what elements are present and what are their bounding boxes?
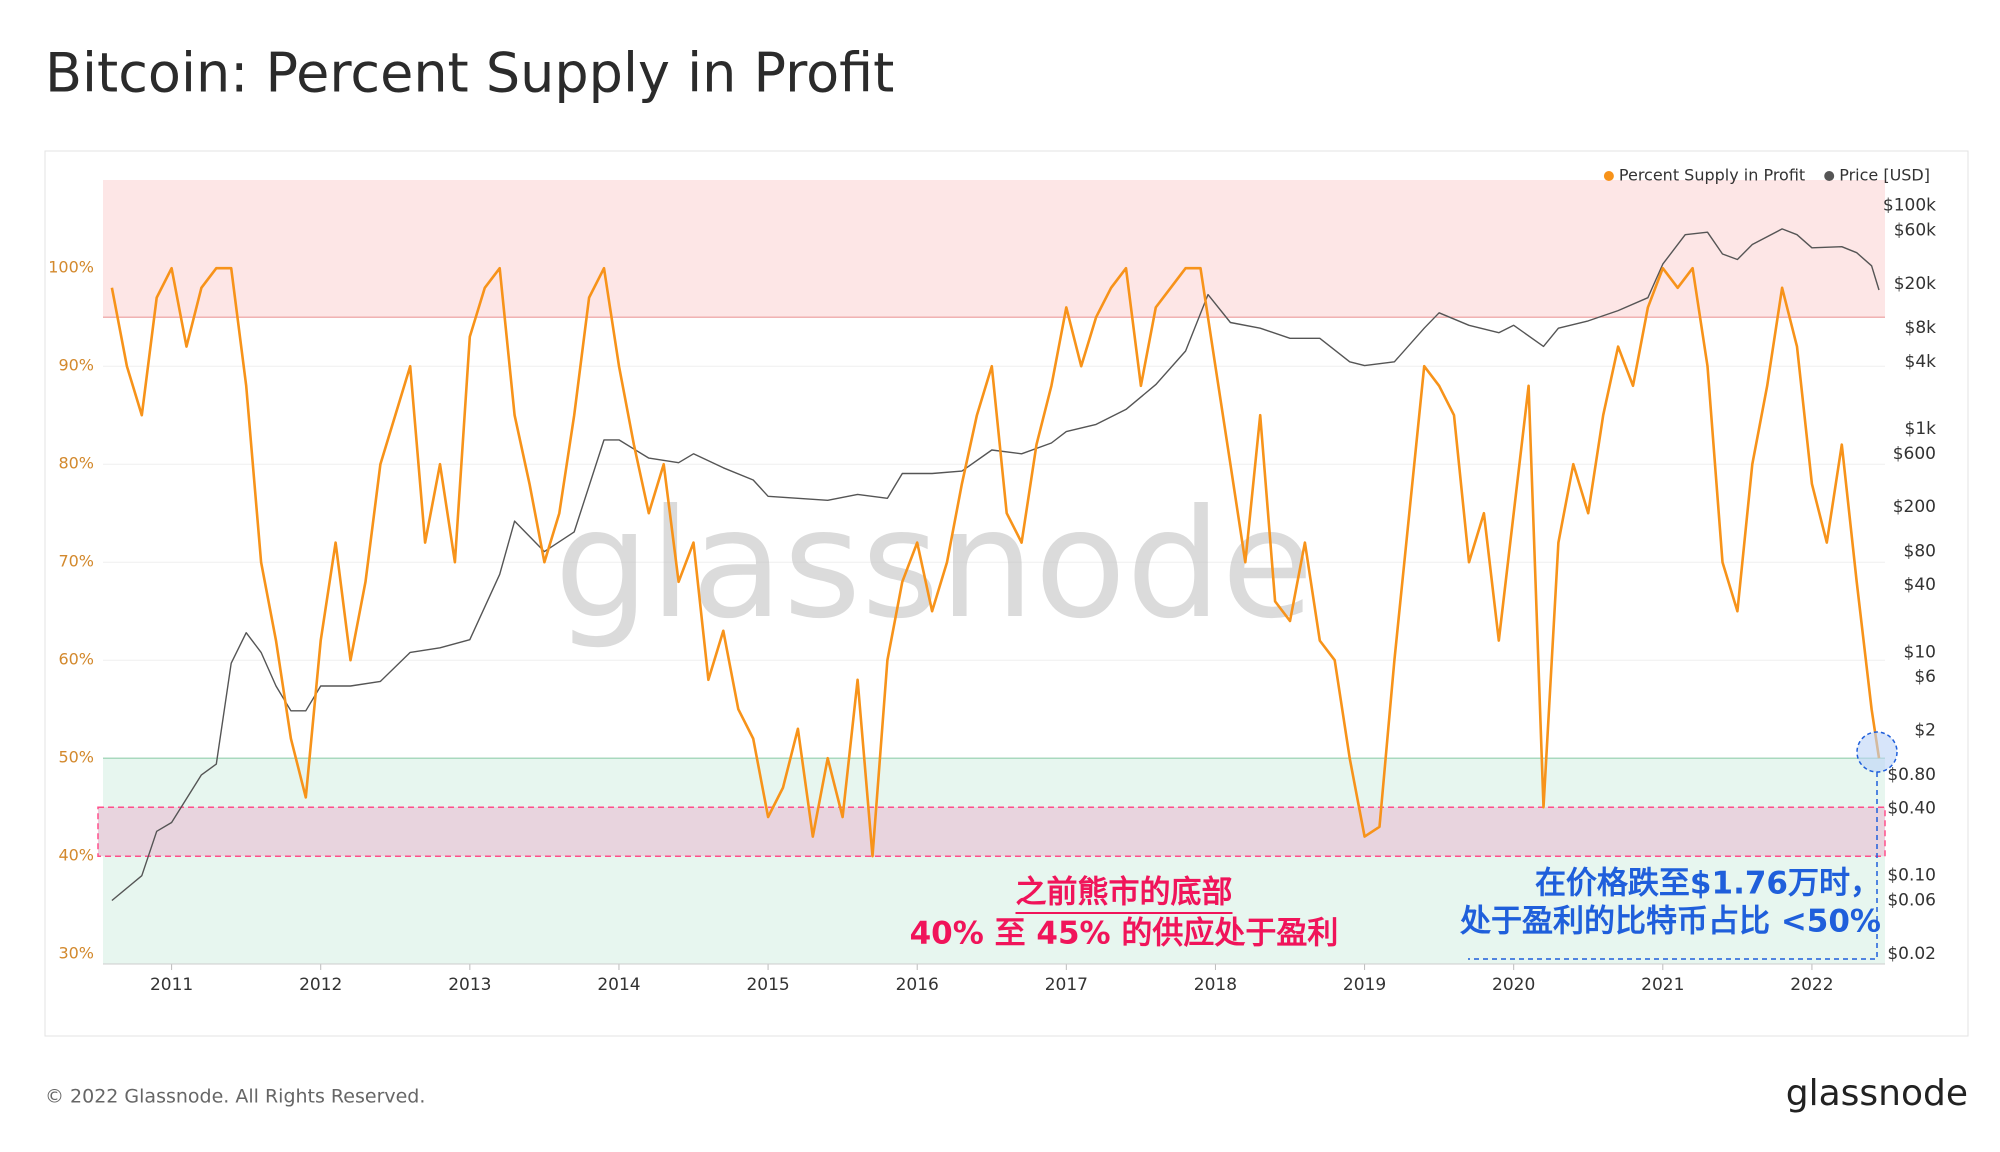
- y-tick-label: 70%: [58, 552, 94, 571]
- y2-tick-label: $40: [1904, 575, 1936, 595]
- y-tick-label: 50%: [58, 748, 94, 767]
- y2-tick-label: $8k: [1905, 318, 1937, 338]
- band: [103, 758, 1885, 964]
- page-title: Bitcoin: Percent Supply in Profit: [45, 42, 894, 105]
- y2-tick-label: $600: [1893, 444, 1936, 464]
- y2-tick-label: $80: [1904, 542, 1936, 562]
- x-tick-label: 2020: [1492, 975, 1535, 995]
- x-tick-label: 2017: [1045, 975, 1088, 995]
- y2-tick-label: $1k: [1905, 419, 1937, 439]
- y-tick-label: 100%: [48, 258, 94, 277]
- legend-label: Price [USD]: [1839, 166, 1930, 185]
- y-tick-label: 40%: [58, 846, 94, 865]
- annotation-pink: 40% 至 45% 的供应处于盈利: [910, 916, 1339, 952]
- y2-tick-label: $20k: [1894, 274, 1936, 294]
- annotation-blue: 处于盈利的比特币占比 <50%: [1459, 904, 1881, 940]
- x-tick-label: 2022: [1790, 975, 1833, 995]
- y2-tick-label: $0.02: [1887, 944, 1936, 964]
- legend-swatch: [1603, 171, 1614, 181]
- highlight-circle: [1856, 731, 1898, 773]
- y-tick-label: 90%: [58, 356, 94, 375]
- y2-tick-label: $100k: [1883, 196, 1936, 216]
- x-tick-label: 2014: [597, 975, 640, 995]
- y2-tick-label: $200: [1893, 497, 1936, 517]
- band: [97, 806, 1886, 857]
- x-tick-label: 2013: [448, 975, 491, 995]
- series-line: [111, 228, 1880, 902]
- x-tick-label: 2021: [1641, 975, 1684, 995]
- y2-tick-label: $6: [1914, 667, 1936, 687]
- series-line: [110, 266, 1881, 858]
- y-tick-label: 80%: [58, 454, 94, 473]
- y-tick-label: 60%: [58, 650, 94, 669]
- annotation-pink: 之前熊市的底部: [1016, 875, 1233, 911]
- x-tick-label: 2016: [896, 975, 939, 995]
- y2-tick-label: $10: [1904, 642, 1936, 662]
- callout-line: [1468, 772, 1878, 960]
- copyright: © 2022 Glassnode. All Rights Reserved.: [45, 1086, 425, 1108]
- y2-tick-label: $0.10: [1887, 866, 1936, 886]
- y2-tick-label: $0.40: [1887, 799, 1936, 819]
- chart-frame: [44, 150, 1969, 1037]
- legend-label: Percent Supply in Profit: [1619, 166, 1805, 185]
- y2-tick-label: $4k: [1905, 352, 1937, 372]
- y2-tick-label: $0.80: [1887, 765, 1936, 785]
- y2-tick-label: $60k: [1894, 221, 1936, 241]
- annotation-blue: 在价格跌至$1.76万时，: [1535, 866, 1881, 902]
- y2-tick-label: $0.06: [1887, 891, 1936, 911]
- x-tick-label: 2015: [746, 975, 789, 995]
- x-tick-label: 2019: [1343, 975, 1386, 995]
- x-tick-label: 2012: [299, 975, 342, 995]
- y2-tick-label: $2: [1914, 720, 1936, 740]
- watermark: glassnode: [554, 478, 1313, 652]
- logo: glassnode: [1786, 1073, 1968, 1114]
- x-tick-label: 2011: [150, 975, 193, 995]
- x-tick-label: 2018: [1194, 975, 1237, 995]
- legend-swatch: [1824, 171, 1835, 181]
- band: [103, 180, 1885, 318]
- y-tick-label: 30%: [58, 944, 94, 963]
